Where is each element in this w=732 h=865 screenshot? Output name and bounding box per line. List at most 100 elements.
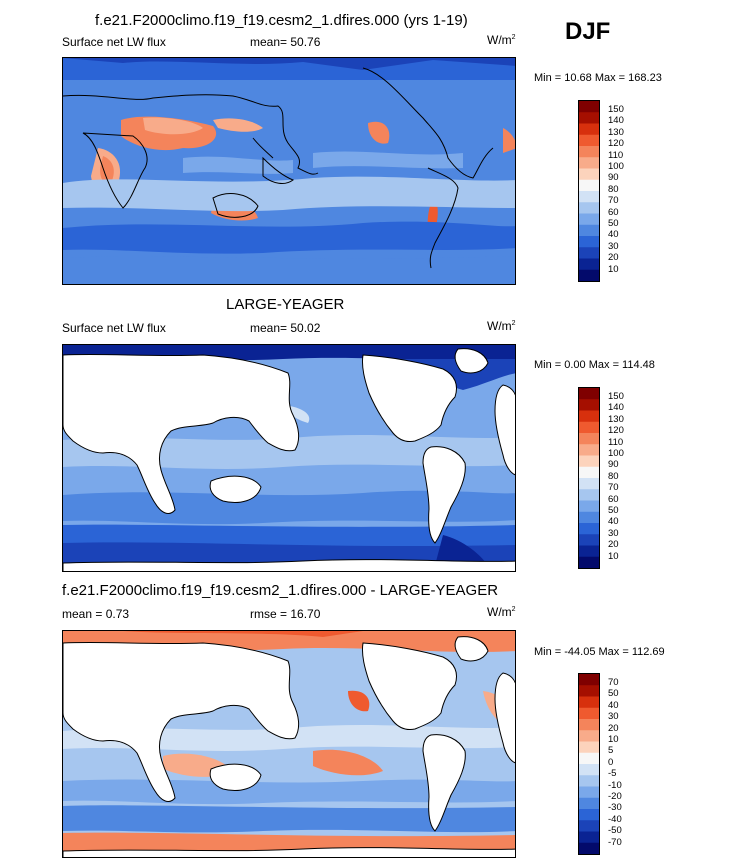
cb3-label: -20 bbox=[608, 791, 622, 802]
cb3-label: -40 bbox=[608, 813, 622, 825]
colorbar-swatch bbox=[579, 741, 599, 754]
colorbar-swatch bbox=[579, 797, 599, 810]
colorbar-swatch bbox=[579, 134, 599, 147]
cb3-label: 10 bbox=[608, 734, 619, 745]
panel3-rmse: rmse = 16.70 bbox=[250, 607, 321, 621]
colorbar-swatch bbox=[579, 685, 599, 697]
colorbar-swatch bbox=[579, 399, 599, 411]
panel1-units: W/m2 bbox=[487, 33, 516, 47]
colorbar-swatch bbox=[579, 179, 599, 192]
colorbar-swatch bbox=[579, 752, 599, 765]
colorbar-swatch bbox=[579, 123, 599, 136]
cb1-label: 90 bbox=[608, 172, 619, 184]
colorbar-swatch bbox=[579, 545, 599, 558]
cb2-label: 140 bbox=[608, 402, 624, 414]
colorbar-swatch bbox=[579, 500, 599, 513]
panel2-colorbar-swatches bbox=[578, 387, 600, 569]
colorbar-swatch bbox=[579, 730, 599, 742]
colorbar-swatch bbox=[579, 444, 599, 456]
cb3-label: 40 bbox=[608, 699, 619, 711]
panel3-title: f.e21.F2000climo.f19_f19.cesm2_1.dfires.… bbox=[62, 582, 499, 599]
colorbar-swatch bbox=[579, 433, 599, 445]
cb2-label: 20 bbox=[608, 539, 619, 551]
panel3-map bbox=[62, 630, 516, 858]
colorbar-swatch bbox=[579, 842, 599, 855]
cb3-label: 5 bbox=[608, 745, 614, 757]
colorbar-swatch bbox=[579, 809, 599, 821]
panel3-units: W/m2 bbox=[487, 605, 516, 619]
colorbar-swatch bbox=[579, 556, 599, 569]
colorbar-swatch bbox=[579, 269, 599, 282]
colorbar-swatch bbox=[579, 478, 599, 490]
cb2-label: 110 bbox=[608, 436, 624, 448]
panel1-mean: mean= 50.76 bbox=[250, 35, 321, 49]
panel3-colorbar-swatches bbox=[578, 673, 600, 855]
panel2-title: LARGE-YEAGER bbox=[226, 296, 345, 313]
panel1-colorbar-swatches bbox=[578, 100, 600, 282]
season-label: DJF bbox=[565, 18, 611, 45]
colorbar-swatch bbox=[579, 258, 599, 271]
cb2-label: 70 bbox=[608, 482, 619, 494]
panel2-units: W/m2 bbox=[487, 319, 516, 333]
colorbar-swatch bbox=[579, 213, 599, 226]
panel2-variable: Surface net LW flux bbox=[62, 321, 166, 335]
cb1-label: 100 bbox=[608, 161, 624, 172]
cb3-label: -50 bbox=[608, 825, 622, 837]
cb1-label: 110 bbox=[608, 149, 624, 161]
cb1-label: 120 bbox=[608, 138, 624, 150]
cb1-label: 50 bbox=[608, 218, 619, 229]
cb2-label: 130 bbox=[608, 413, 624, 425]
cb1-label: 130 bbox=[608, 126, 624, 138]
cb3-label: 50 bbox=[608, 688, 619, 700]
panel3-mean: mean = 0.73 bbox=[62, 607, 130, 621]
cb3-label: 30 bbox=[608, 711, 619, 723]
cb1-label: 30 bbox=[608, 240, 619, 252]
cb1-label: 20 bbox=[608, 252, 619, 264]
colorbar-swatch bbox=[579, 146, 599, 158]
colorbar-swatch bbox=[579, 707, 599, 720]
colorbar-swatch bbox=[579, 191, 599, 203]
cb3-label: -5 bbox=[608, 768, 617, 780]
cb2-label: 150 bbox=[608, 391, 624, 402]
colorbar-swatch bbox=[579, 388, 599, 400]
colorbar-swatch bbox=[579, 820, 599, 832]
colorbar-swatch bbox=[579, 523, 599, 535]
colorbar-swatch bbox=[579, 466, 599, 479]
panel1-map bbox=[62, 57, 516, 285]
cb1-label: 40 bbox=[608, 229, 619, 241]
cb3-label: -70 bbox=[608, 836, 622, 848]
cb2-label: 90 bbox=[608, 459, 619, 471]
cb2-label: 60 bbox=[608, 493, 619, 505]
colorbar-swatch bbox=[579, 831, 599, 844]
cb1-label: 70 bbox=[608, 195, 619, 207]
cb1-label: 60 bbox=[608, 206, 619, 218]
colorbar-swatch bbox=[579, 421, 599, 434]
panel2-minmax: Min = 0.00 Max = 114.48 bbox=[534, 359, 655, 371]
cb1-label: 140 bbox=[608, 115, 624, 127]
colorbar-swatch bbox=[579, 202, 599, 214]
panel2-mean: mean= 50.02 bbox=[250, 321, 321, 335]
cb2-label: 100 bbox=[608, 448, 624, 459]
cb3-label: 0 bbox=[608, 756, 614, 768]
colorbar-swatch bbox=[579, 534, 599, 546]
colorbar-swatch bbox=[579, 489, 599, 501]
panel3-minmax: Min = -44.05 Max = 112.69 bbox=[534, 646, 665, 658]
colorbar-swatch bbox=[579, 236, 599, 248]
colorbar-swatch bbox=[579, 168, 599, 181]
cb2-label: 10 bbox=[608, 550, 619, 562]
colorbar-swatch bbox=[579, 455, 599, 468]
cb2-label: 80 bbox=[608, 470, 619, 482]
colorbar-swatch bbox=[579, 719, 599, 731]
colorbar-swatch bbox=[579, 247, 599, 259]
panel1-variable: Surface net LW flux bbox=[62, 35, 166, 49]
cb1-label: 150 bbox=[608, 104, 624, 115]
cb2-label: 120 bbox=[608, 425, 624, 437]
colorbar-swatch bbox=[579, 157, 599, 169]
colorbar-swatch bbox=[579, 674, 599, 686]
cb2-label: 40 bbox=[608, 516, 619, 528]
colorbar-swatch bbox=[579, 511, 599, 524]
colorbar-swatch bbox=[579, 764, 599, 776]
colorbar-swatch bbox=[579, 775, 599, 787]
cb3-label: -30 bbox=[608, 802, 622, 814]
colorbar-swatch bbox=[579, 224, 599, 237]
